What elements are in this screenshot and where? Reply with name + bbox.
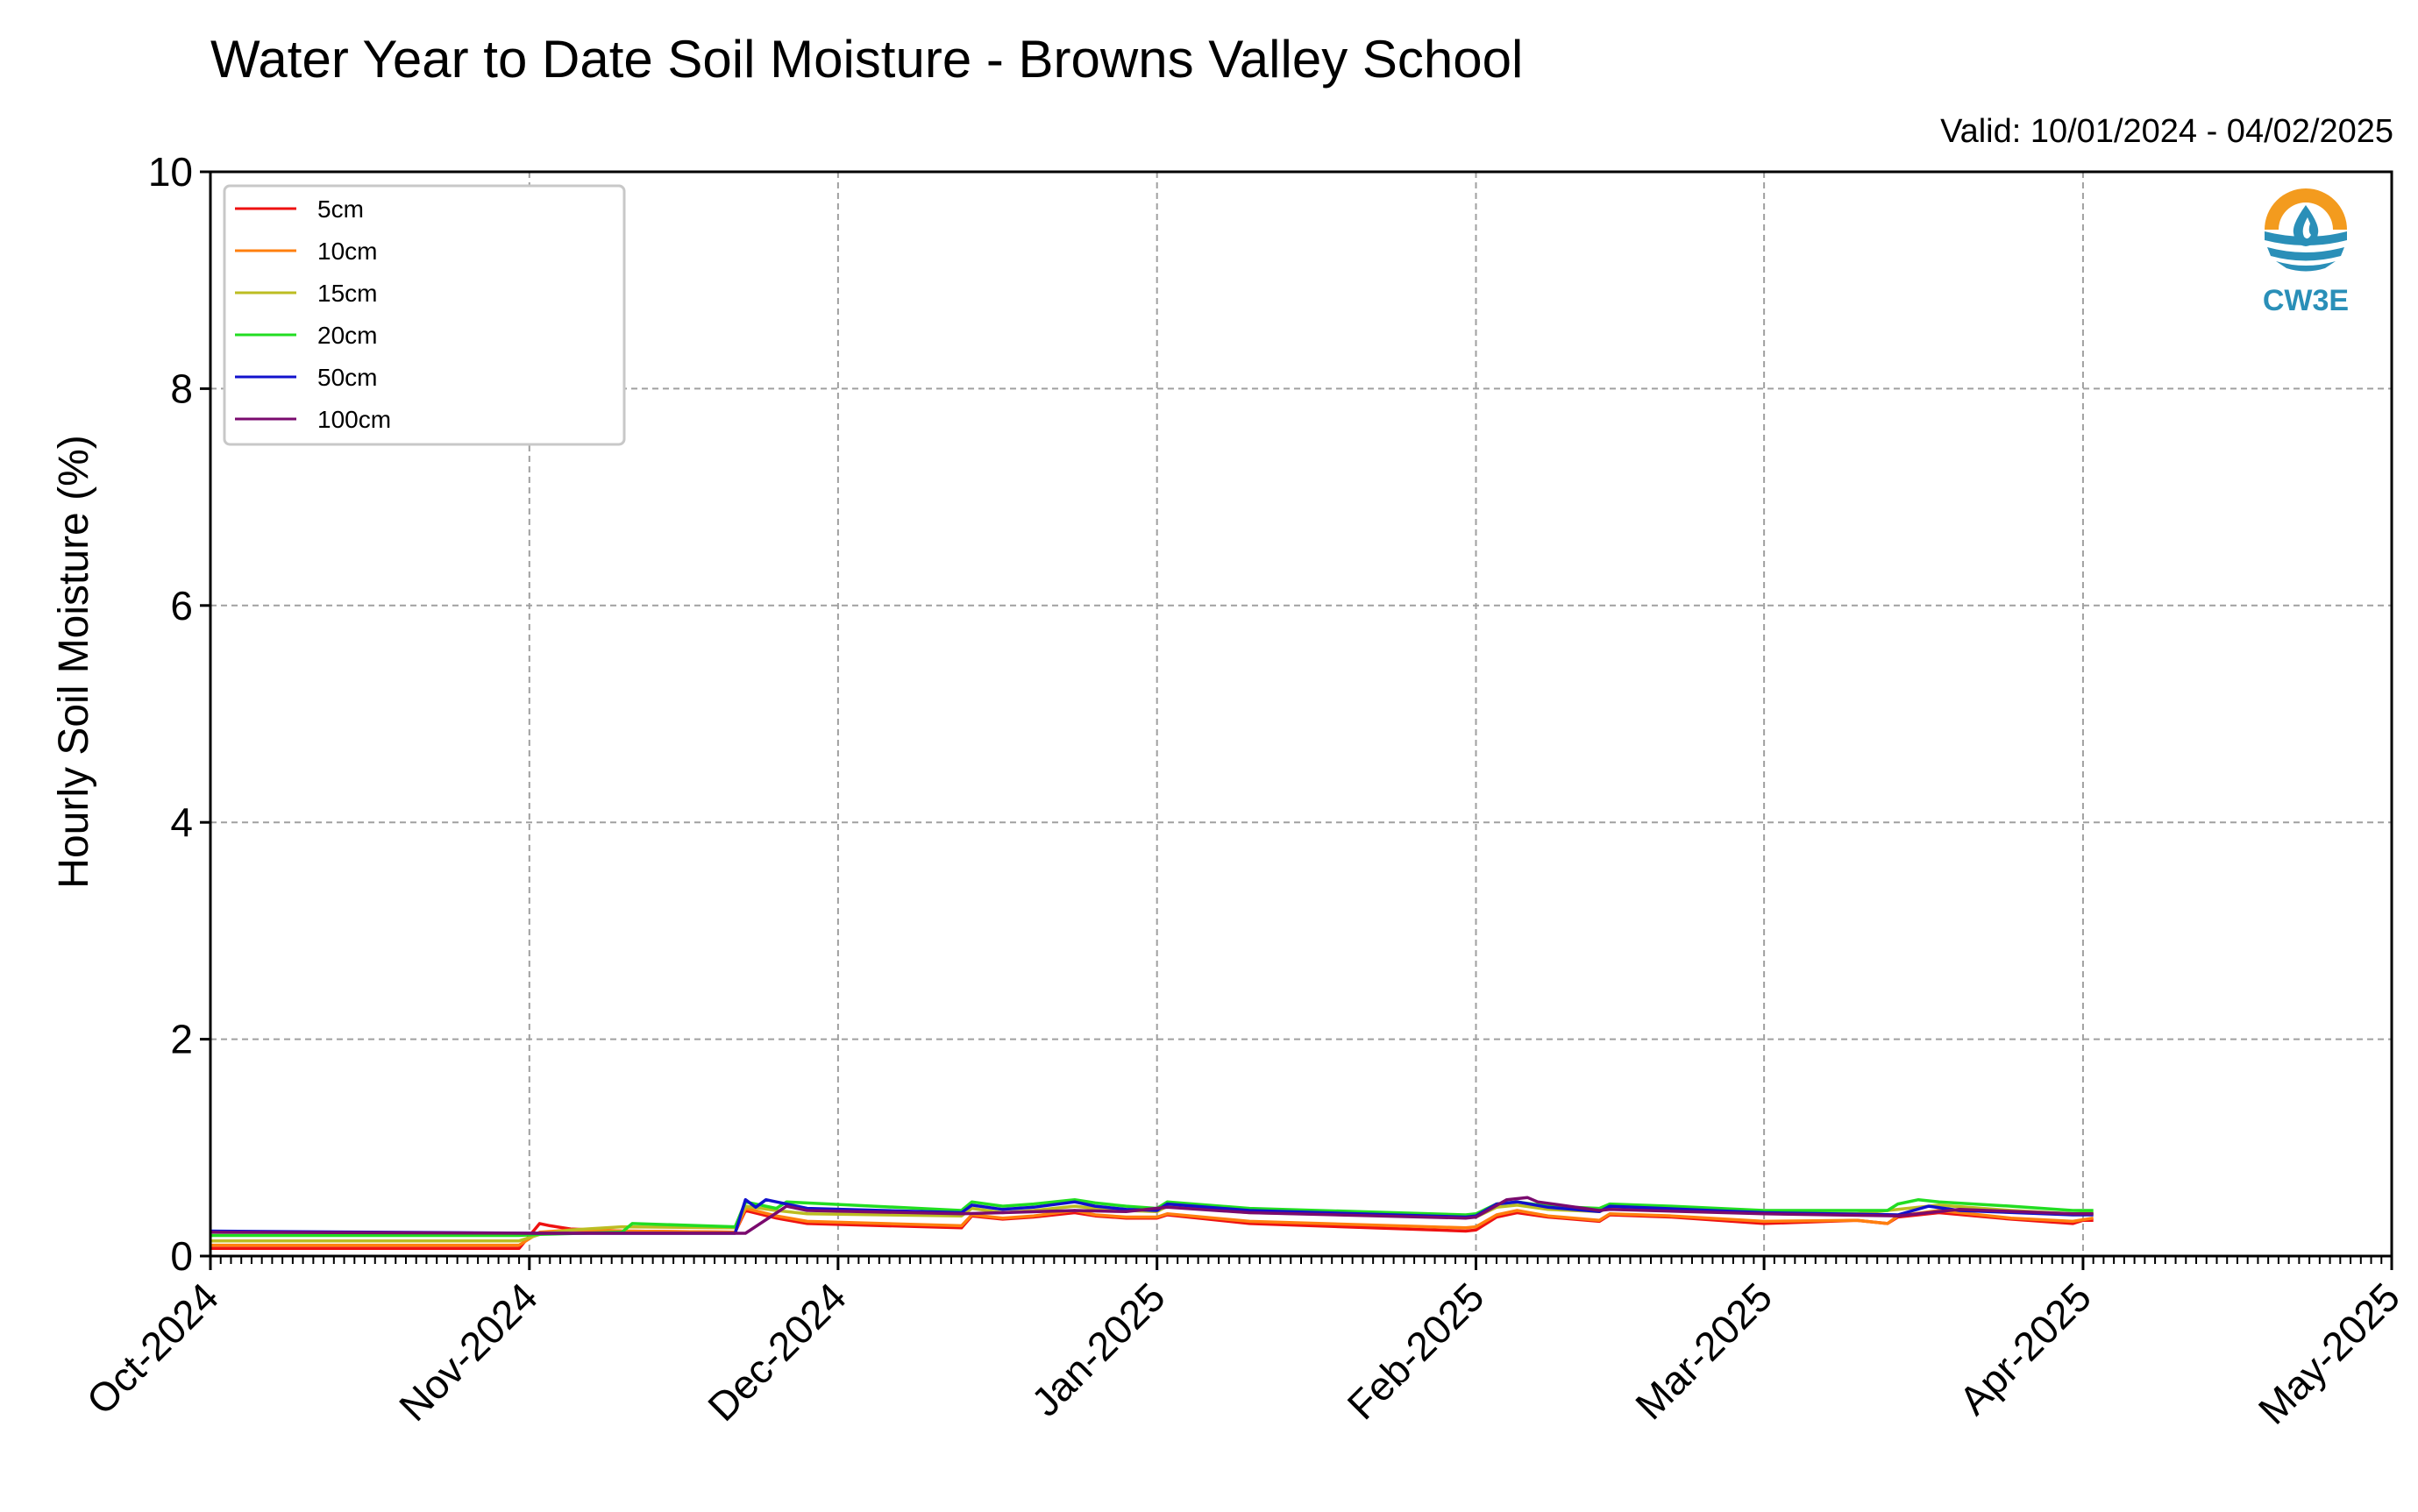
cw3e-logo: CW3E — [2262, 188, 2350, 317]
logo-wave-icon — [2265, 231, 2347, 272]
y-tick-label: 0 — [170, 1233, 193, 1279]
x-tick-label: Feb-2025 — [1339, 1274, 1493, 1428]
legend: 5cm 10cm 15cm 20cm 50cm 100cm — [223, 184, 626, 446]
legend-label-5cm: 5cm — [317, 195, 364, 223]
x-minor-ticks — [210, 1256, 2393, 1264]
y-tick-label: 10 — [148, 149, 193, 195]
y-axis: 0 2 4 6 8 10 — [148, 149, 210, 1279]
chart-title: Water Year to Date Soil Moisture - Brown… — [210, 30, 1523, 89]
y-axis-label: Hourly Soil Moisture (%) — [51, 435, 97, 888]
x-tick-label: May-2025 — [2250, 1274, 2408, 1432]
logo-text: CW3E — [2263, 284, 2349, 317]
x-tick-label: Apr-2025 — [1950, 1274, 2100, 1423]
x-tick-label: Dec-2024 — [699, 1274, 855, 1430]
legend-label-100cm: 100cm — [317, 406, 391, 433]
x-tick-label: Nov-2024 — [390, 1274, 546, 1430]
chart-subtitle: Valid: 10/01/2024 - 04/02/2025 — [1940, 113, 2393, 150]
series-lines — [210, 1196, 2094, 1251]
x-tick-label: Jan-2025 — [1022, 1274, 1173, 1424]
y-tick-label: 2 — [170, 1017, 193, 1062]
logo-flame-icon — [2302, 217, 2311, 239]
y-tick-label: 4 — [170, 799, 193, 845]
x-axis: Oct-2024 Nov-2024 Dec-2024 Jan-2025 Feb-2025… — [78, 1256, 2408, 1433]
series-line-100cm — [210, 1196, 2094, 1235]
legend-label-20cm: 20cm — [317, 322, 377, 349]
legend-box — [223, 184, 626, 446]
x-tick-label: Mar-2025 — [1626, 1274, 1781, 1428]
legend-label-10cm: 10cm — [317, 238, 377, 265]
y-tick-label: 8 — [170, 366, 193, 411]
y-tick-label: 6 — [170, 583, 193, 628]
legend-label-15cm: 15cm — [317, 280, 377, 307]
x-tick-label: Oct-2024 — [78, 1274, 228, 1423]
legend-label-50cm: 50cm — [317, 364, 377, 391]
